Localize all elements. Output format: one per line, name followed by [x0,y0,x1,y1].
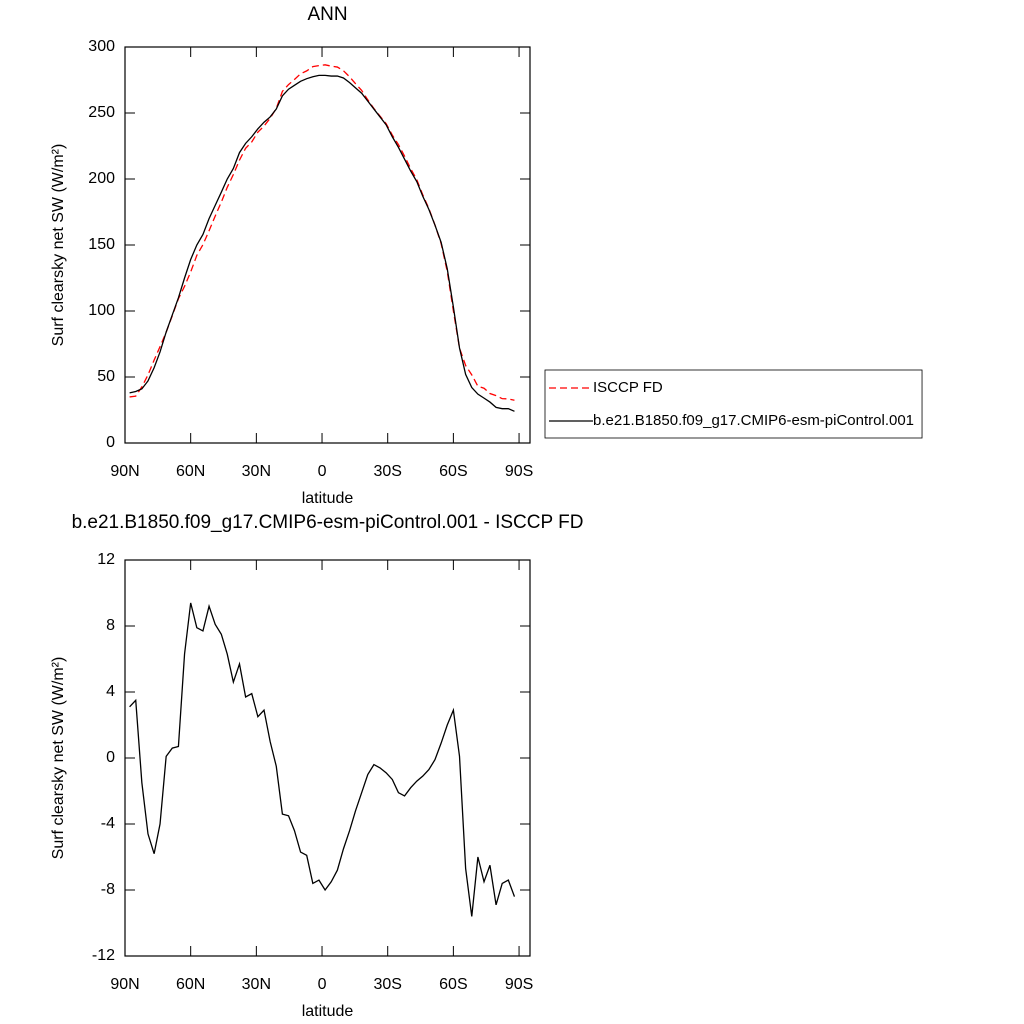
y-axis-label: Surf clearsky net SW (W/m²) [50,144,67,347]
y-tick-label: 12 [97,551,115,568]
y-tick-label: 150 [88,236,115,253]
y-tick-label: 200 [88,170,115,187]
y-axis-label: Surf clearsky net SW (W/m²) [50,657,67,860]
y-tick-label: 300 [88,38,115,55]
x-axis-label: latitude [302,1003,354,1020]
y-tick-label: -8 [101,881,115,898]
y-tick-label: 0 [106,749,115,766]
y-tick-label: 0 [106,434,115,451]
x-tick-label: 0 [318,463,327,480]
y-tick-label: 4 [106,683,115,700]
x-axis-label: latitude [302,490,354,507]
x-tick-label: 0 [318,976,327,993]
legend-box [544,369,923,439]
x-tick-label: 90S [505,463,533,480]
x-tick-label: 90N [110,463,139,480]
x-tick-label: 30S [373,463,401,480]
data-line [129,74,515,412]
legend-label: b.e21.B1850.f09_g17.CMIP6-esm-piControl.… [593,412,914,429]
x-tick-label: 60N [176,463,205,480]
data-line [129,602,516,917]
y-tick-label: 250 [88,104,115,121]
x-tick-label: 30N [242,976,271,993]
x-tick-label: 60S [439,976,467,993]
x-tick-label: 30S [373,976,401,993]
x-tick-label: 90S [505,976,533,993]
legend-label: ISCCP FD [593,379,663,396]
data-line [129,64,515,401]
x-tick-label: 30N [242,463,271,480]
y-tick-label: 50 [97,368,115,385]
chart-title: b.e21.B1850.f09_g17.CMIP6-esm-piControl.… [72,512,584,533]
x-tick-label: 60N [176,976,205,993]
y-tick-label: -12 [92,947,115,964]
chart-title: ANN [307,4,347,25]
legend: ISCCP FD b.e21.B1850.f09_g17.CMIP6-esm-pi… [544,369,923,439]
y-tick-label: 100 [88,302,115,319]
y-tick-label: -4 [101,815,115,832]
y-tick-label: 8 [106,617,115,634]
x-tick-label: 60S [439,463,467,480]
x-tick-label: 90N [110,976,139,993]
